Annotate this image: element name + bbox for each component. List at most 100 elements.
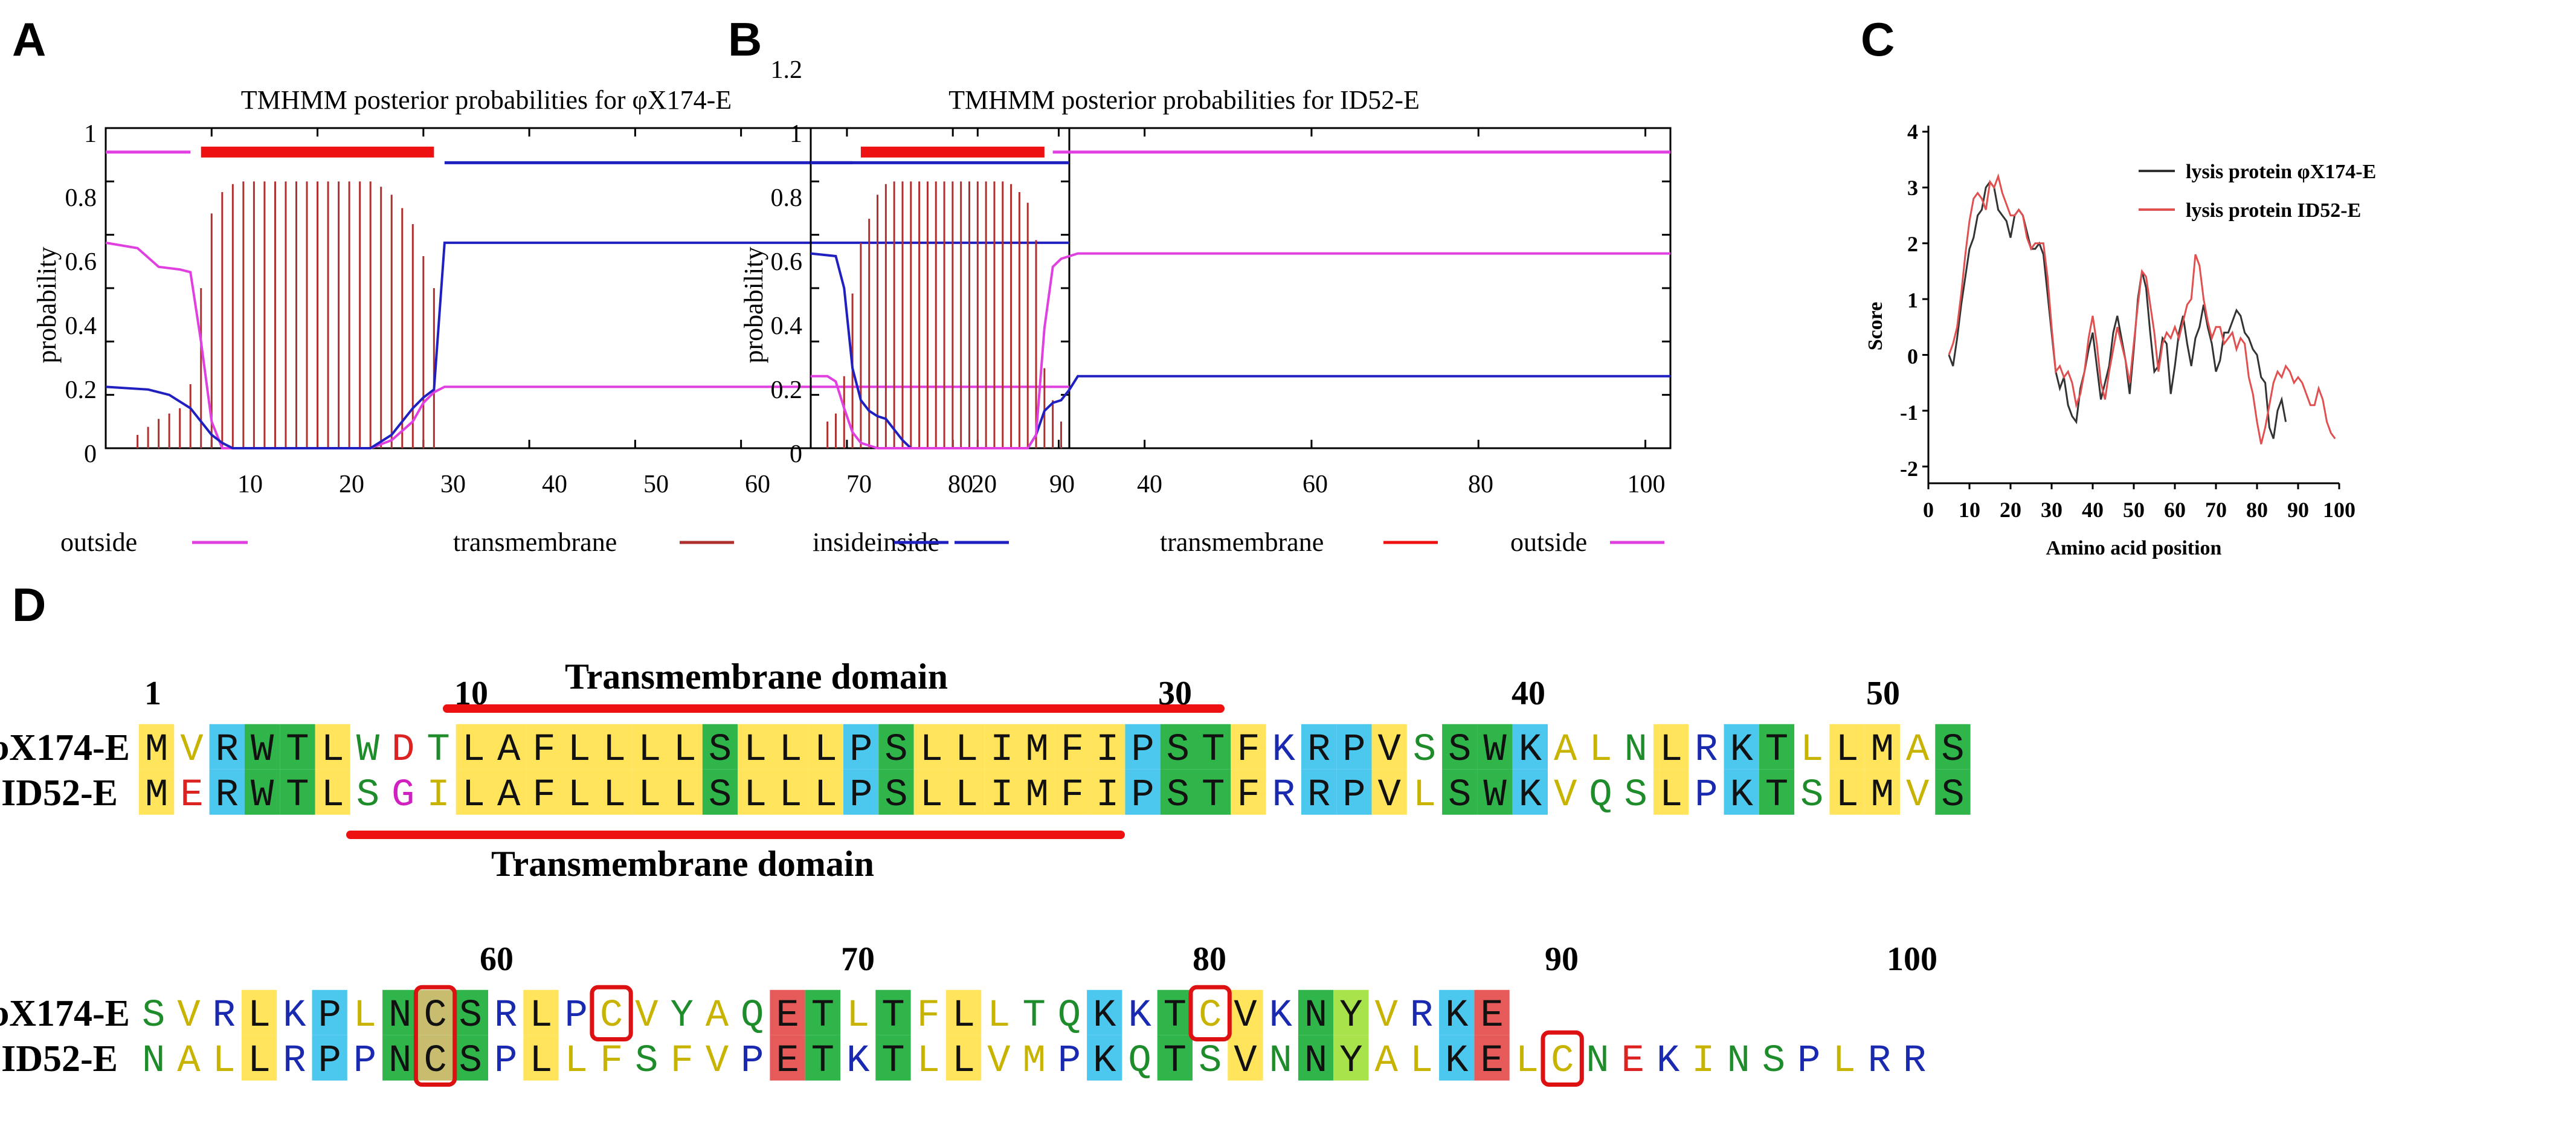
position-label: 100 [1887, 941, 1937, 978]
residue: N [1269, 1040, 1292, 1083]
plot-frame [810, 127, 1672, 449]
residue-highlight [770, 1035, 805, 1081]
residue: M [1022, 1040, 1045, 1083]
residue-highlight [1935, 769, 1971, 815]
residue: Y [670, 994, 693, 1038]
residue: M [145, 774, 168, 817]
residue-highlight [1336, 724, 1372, 770]
panel-c-xtick: 20 [2000, 498, 2021, 522]
residue-highlight [209, 724, 245, 770]
residue: T [1202, 774, 1225, 817]
residue: L [565, 1040, 588, 1083]
residue-highlight [1228, 1035, 1263, 1081]
residue: N [1727, 1040, 1750, 1083]
residue: S [1624, 774, 1647, 817]
residue-highlight [1196, 769, 1231, 815]
residue: P [1131, 774, 1154, 817]
panel-c-ylabel: Score [1864, 302, 1887, 351]
residue: V [1906, 774, 1930, 817]
residue: A [497, 729, 521, 772]
residue: E [180, 774, 203, 817]
residue-highlight [667, 724, 703, 770]
residue: P [1342, 729, 1365, 772]
legend-label-transmembrane: transmembrane [453, 527, 617, 557]
panel-a-ylabel: probability [32, 246, 62, 363]
panel-c-xtick: 70 [2205, 498, 2227, 522]
residue: L [744, 729, 767, 772]
position-label: 70 [841, 941, 875, 978]
inside-probability-line [105, 241, 1069, 449]
residue-highlight [1196, 724, 1231, 770]
residue: C [423, 1040, 446, 1083]
residue-highlight [702, 769, 738, 815]
residue: M [1871, 774, 1894, 817]
residue: P [849, 774, 872, 817]
residue-highlight [1019, 724, 1055, 770]
residue: K [1269, 994, 1293, 1038]
residue: A [706, 994, 729, 1038]
panel-c-xtick: 50 [2123, 498, 2145, 522]
residue-highlight [667, 769, 703, 815]
residue: V [635, 994, 658, 1038]
panel-a-ytick: 0.8 [65, 184, 97, 212]
residue: L [321, 774, 344, 817]
residue-highlight [1336, 769, 1372, 815]
panel-c-ytick: 1 [1907, 288, 1918, 312]
residue-highlight [244, 724, 280, 770]
residue: S [459, 1040, 482, 1083]
residue: L [1660, 774, 1682, 817]
panel-b-ytick: 0.4 [771, 312, 803, 340]
panel-c-xtick: 40 [2082, 498, 2104, 522]
residue-highlight [878, 769, 914, 815]
residue-highlight [280, 724, 315, 770]
panel-b-xtick: 60 [1302, 471, 1328, 498]
panel-b-ytick: 0.2 [771, 376, 803, 404]
residue: L [952, 994, 975, 1038]
residue-highlight [1474, 1035, 1510, 1081]
panel-a-xtick: 70 [846, 471, 872, 498]
panel-c-xtick: 0 [1923, 498, 1934, 522]
residue-highlight [1090, 769, 1125, 815]
position-label: 60 [480, 941, 514, 978]
panel-c-ytick: -2 [1900, 457, 1918, 481]
residue: I [1096, 774, 1119, 817]
residue-highlight [452, 1035, 488, 1081]
residue: W [1483, 774, 1507, 817]
residue-highlight [984, 724, 1020, 770]
seq-name-phix174: φX174-E [0, 727, 130, 768]
residue: E [776, 994, 799, 1038]
panel-a-ytick: 1 [84, 120, 97, 148]
residue-highlight [1371, 769, 1407, 815]
panel-a-xtick: 10 [237, 471, 263, 498]
residue: S [1800, 774, 1823, 817]
residue-highlight [945, 1035, 982, 1081]
residue-highlight [315, 724, 350, 770]
panel-b-xtick: 40 [1137, 471, 1162, 498]
residue: G [391, 774, 414, 817]
panel-c-ytick: 4 [1907, 120, 1918, 144]
panel-c: C Score 4 3 2 1 0 -1 -2 0 10 20 30 40 50… [1861, 13, 2376, 559]
residue-highlight [1231, 724, 1266, 770]
residue-highlight [632, 724, 668, 770]
residue: K [1093, 994, 1116, 1038]
panel-a-xtick: 40 [542, 471, 567, 498]
panel-c-ytick: 2 [1907, 232, 1918, 256]
panel-c-xlabel: Amino acid position [2046, 537, 2222, 559]
alignment-row-2: 60 70 80 90 100 φX174-E ID52-E SNVARLLLK… [0, 941, 1937, 1087]
residue-highlight [312, 989, 347, 1035]
residue-highlight [315, 769, 350, 815]
residue: T [427, 729, 449, 772]
residue: T [1765, 774, 1788, 817]
residue: M [1871, 729, 1894, 772]
residue: L [917, 1040, 940, 1083]
panel-a-xtick: 30 [440, 471, 466, 498]
residue: S [1941, 774, 1964, 817]
residue-highlight [984, 769, 1020, 815]
residue: S [1762, 1040, 1785, 1083]
residue: E [1480, 994, 1503, 1038]
residue-highlight [1724, 724, 1759, 770]
residue: S [1941, 729, 1964, 772]
alignment-row-1: Transmembrane domain 1 10 30 40 50 φX174… [0, 657, 1971, 884]
residue: N [1586, 1040, 1609, 1083]
panel-d: D Transmembrane domain 1 10 30 40 50 φX1… [0, 578, 1971, 1087]
